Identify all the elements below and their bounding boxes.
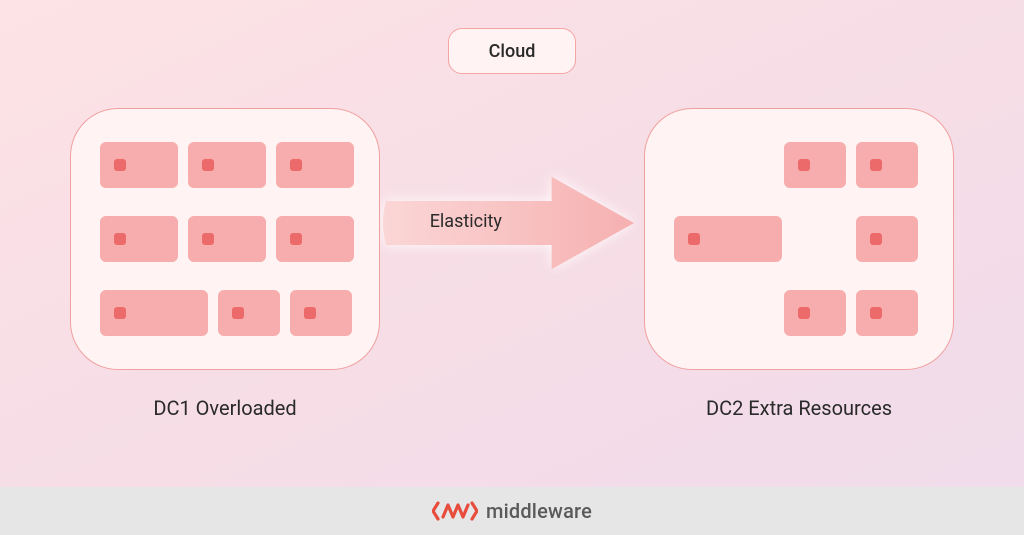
- dc2-caption: DC2 Extra Resources: [644, 396, 954, 420]
- tile-indicator-icon: [870, 233, 882, 245]
- dc1-tile: [100, 290, 208, 336]
- dc1-tile: [276, 142, 354, 188]
- tile-indicator-icon: [870, 159, 882, 171]
- dc2-tile: [856, 290, 918, 336]
- cloud-label-pill: Cloud: [448, 28, 576, 74]
- dc1-tile: [290, 290, 352, 336]
- diagram-canvas: Cloud Elasticity DC1 Overloaded DC2 Extr…: [0, 0, 1024, 535]
- tile-indicator-icon: [114, 233, 126, 245]
- dc1-tile: [188, 216, 266, 262]
- tile-indicator-icon: [290, 159, 302, 171]
- dc1-tile: [100, 142, 178, 188]
- tile-indicator-icon: [798, 159, 810, 171]
- dc1-tile: [100, 216, 178, 262]
- dc2-tile: [856, 142, 918, 188]
- tile-indicator-icon: [202, 159, 214, 171]
- middleware-logo-icon: [432, 499, 478, 523]
- tile-indicator-icon: [870, 307, 882, 319]
- tile-indicator-icon: [304, 307, 316, 319]
- dc2-tile: [674, 216, 782, 262]
- dc2-tile: [784, 142, 846, 188]
- dc2-tile: [784, 290, 846, 336]
- elasticity-label: Elasticity: [380, 211, 552, 232]
- tile-indicator-icon: [114, 159, 126, 171]
- tile-indicator-icon: [688, 233, 700, 245]
- elasticity-arrow: Elasticity: [380, 168, 640, 278]
- tile-indicator-icon: [290, 233, 302, 245]
- dc1-caption: DC1 Overloaded: [70, 396, 380, 420]
- tile-indicator-icon: [798, 307, 810, 319]
- middleware-logo-text: middleware: [486, 499, 592, 523]
- tile-indicator-icon: [232, 307, 244, 319]
- tile-indicator-icon: [202, 233, 214, 245]
- footer-bar: middleware: [0, 487, 1024, 535]
- dc1-tile: [218, 290, 280, 336]
- main-area: Cloud Elasticity DC1 Overloaded DC2 Extr…: [0, 0, 1024, 487]
- tile-indicator-icon: [114, 307, 126, 319]
- dc1-tile: [188, 142, 266, 188]
- dc2-tile: [856, 216, 918, 262]
- dc1-tile: [276, 216, 354, 262]
- cloud-label-text: Cloud: [489, 41, 536, 62]
